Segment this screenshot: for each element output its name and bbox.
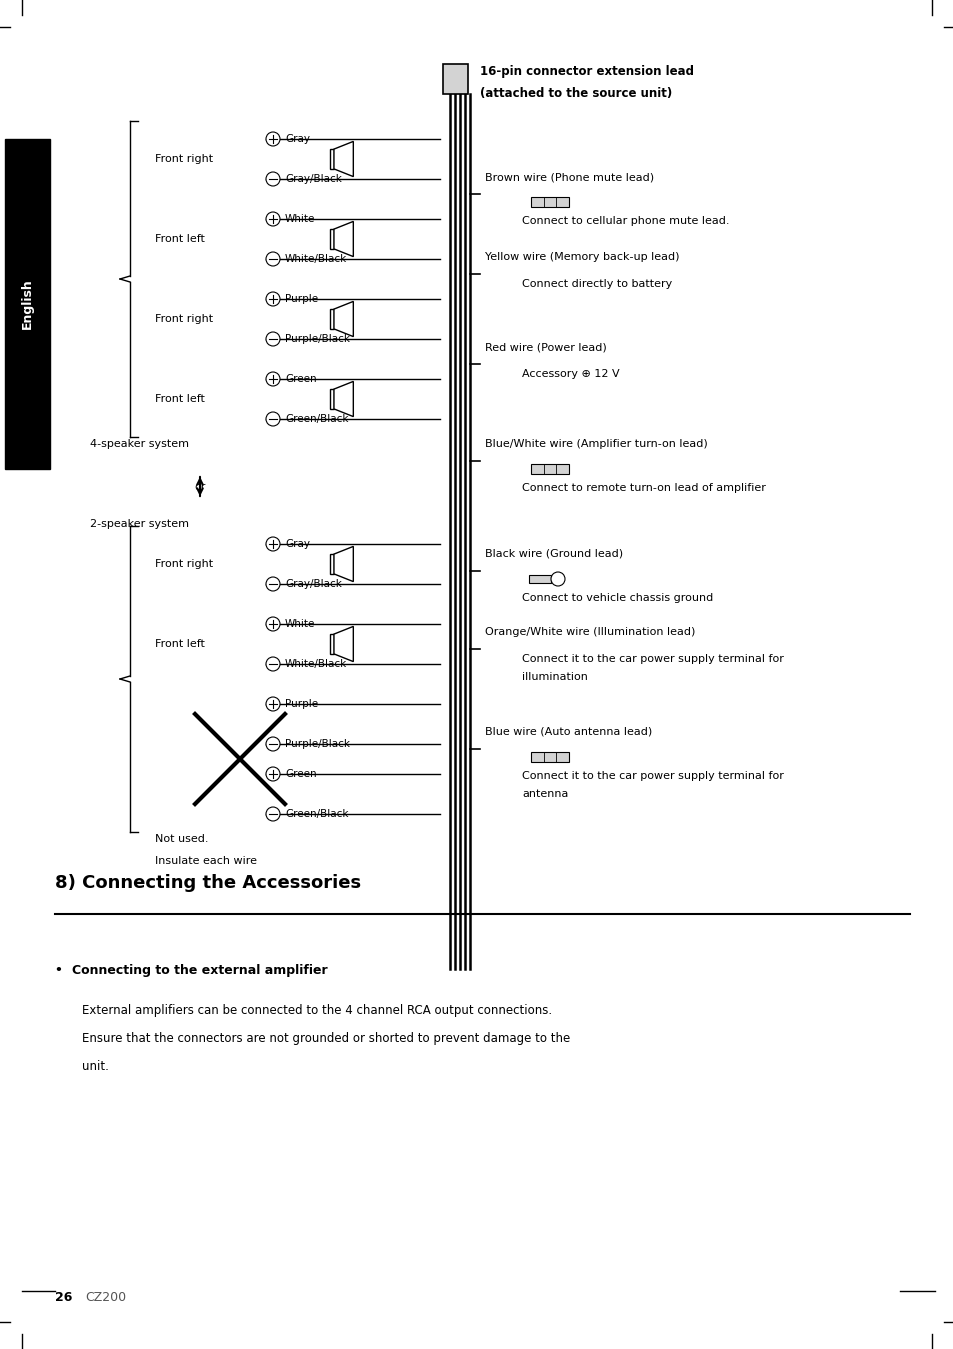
Text: 4-speaker system: 4-speaker system <box>90 438 189 449</box>
Text: Gray/Black: Gray/Black <box>285 579 341 590</box>
Text: Gray: Gray <box>285 134 310 144</box>
Text: White: White <box>285 214 315 224</box>
FancyBboxPatch shape <box>531 751 568 762</box>
Polygon shape <box>334 546 353 581</box>
Text: Front right: Front right <box>154 558 213 569</box>
Text: Connect directly to battery: Connect directly to battery <box>521 279 672 289</box>
Text: Connect it to the car power supply terminal for: Connect it to the car power supply termi… <box>521 772 783 781</box>
Polygon shape <box>334 626 353 661</box>
Polygon shape <box>330 389 334 409</box>
Polygon shape <box>334 142 353 177</box>
Text: Connect to vehicle chassis ground: Connect to vehicle chassis ground <box>521 594 713 603</box>
Circle shape <box>266 737 280 751</box>
Text: 8) Connecting the Accessories: 8) Connecting the Accessories <box>55 874 361 892</box>
Text: White: White <box>285 619 315 629</box>
Text: Black wire (Ground lead): Black wire (Ground lead) <box>484 549 622 558</box>
Circle shape <box>266 577 280 591</box>
Text: Orange/White wire (Illumination lead): Orange/White wire (Illumination lead) <box>484 627 695 637</box>
Circle shape <box>266 132 280 146</box>
Text: Green: Green <box>285 769 316 778</box>
Text: Not used.: Not used. <box>154 834 209 844</box>
Circle shape <box>266 768 280 781</box>
Polygon shape <box>330 229 334 250</box>
Text: Yellow wire (Memory back-up lead): Yellow wire (Memory back-up lead) <box>484 252 679 262</box>
Text: Brown wire (Phone mute lead): Brown wire (Phone mute lead) <box>484 173 654 182</box>
Polygon shape <box>334 221 353 256</box>
Circle shape <box>266 212 280 227</box>
Text: CZ200: CZ200 <box>85 1291 126 1304</box>
Circle shape <box>266 332 280 345</box>
Text: Purple/Black: Purple/Black <box>285 739 350 749</box>
Text: Purple/Black: Purple/Black <box>285 335 350 344</box>
Text: 2-speaker system: 2-speaker system <box>90 519 189 529</box>
Circle shape <box>266 411 280 426</box>
Polygon shape <box>334 301 353 337</box>
Circle shape <box>266 657 280 670</box>
Text: Ensure that the connectors are not grounded or shorted to prevent damage to the: Ensure that the connectors are not groun… <box>82 1032 570 1045</box>
Text: Green/Black: Green/Black <box>285 414 348 424</box>
Text: Connect to cellular phone mute lead.: Connect to cellular phone mute lead. <box>521 216 729 227</box>
FancyBboxPatch shape <box>531 464 568 473</box>
Text: Front right: Front right <box>154 154 213 165</box>
Text: Accessory ⊕ 12 V: Accessory ⊕ 12 V <box>521 370 619 379</box>
Text: Front left: Front left <box>154 639 205 649</box>
Circle shape <box>266 252 280 266</box>
FancyBboxPatch shape <box>442 63 467 94</box>
Circle shape <box>266 173 280 186</box>
Text: White/Black: White/Black <box>285 660 347 669</box>
Circle shape <box>551 572 564 585</box>
Polygon shape <box>334 382 353 417</box>
Text: Blue wire (Auto antenna lead): Blue wire (Auto antenna lead) <box>484 727 652 737</box>
Circle shape <box>266 291 280 306</box>
FancyBboxPatch shape <box>5 139 50 469</box>
Text: Front left: Front left <box>154 233 205 244</box>
Circle shape <box>266 537 280 550</box>
Text: White/Black: White/Black <box>285 254 347 264</box>
FancyBboxPatch shape <box>531 197 568 206</box>
Circle shape <box>266 697 280 711</box>
Text: (attached to the source unit): (attached to the source unit) <box>479 88 672 100</box>
Text: unit.: unit. <box>82 1060 109 1072</box>
Text: External amplifiers can be connected to the 4 channel RCA output connections.: External amplifiers can be connected to … <box>82 1004 552 1017</box>
Text: Connecting to the external amplifier: Connecting to the external amplifier <box>71 965 327 977</box>
Text: •: • <box>55 965 67 977</box>
Text: English: English <box>21 279 34 329</box>
Text: Green/Black: Green/Black <box>285 809 348 819</box>
Text: Front right: Front right <box>154 314 213 324</box>
Text: illumination: illumination <box>521 672 587 683</box>
Text: Connect to remote turn-on lead of amplifier: Connect to remote turn-on lead of amplif… <box>521 483 765 492</box>
Text: Red wire (Power lead): Red wire (Power lead) <box>484 343 606 352</box>
FancyBboxPatch shape <box>529 575 551 583</box>
Text: Gray: Gray <box>285 540 310 549</box>
Text: antenna: antenna <box>521 789 568 799</box>
Text: Blue/White wire (Amplifier turn-on lead): Blue/White wire (Amplifier turn-on lead) <box>484 438 707 449</box>
Text: Connect it to the car power supply terminal for: Connect it to the car power supply termi… <box>521 654 783 664</box>
Polygon shape <box>330 150 334 169</box>
Text: Purple: Purple <box>285 294 317 304</box>
Circle shape <box>266 807 280 822</box>
Text: Gray/Black: Gray/Black <box>285 174 341 183</box>
Circle shape <box>266 372 280 386</box>
Polygon shape <box>330 554 334 573</box>
Text: Purple: Purple <box>285 699 317 710</box>
Text: Green: Green <box>285 374 316 384</box>
Text: Insulate each wire: Insulate each wire <box>154 857 256 866</box>
Polygon shape <box>330 309 334 329</box>
Circle shape <box>266 616 280 631</box>
Text: 26: 26 <box>55 1291 72 1304</box>
Text: 16-pin connector extension lead: 16-pin connector extension lead <box>479 65 693 77</box>
Text: Front left: Front left <box>154 394 205 403</box>
Text: or: or <box>194 482 206 492</box>
Polygon shape <box>330 634 334 654</box>
